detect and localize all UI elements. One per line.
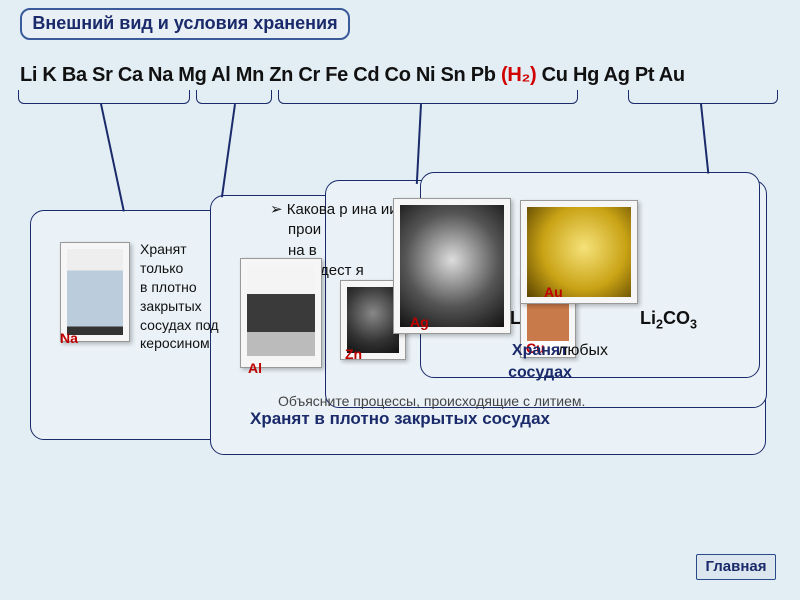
connector-2: [221, 104, 236, 197]
photo-au: [520, 200, 638, 304]
photo-na: [60, 242, 130, 342]
bracket-group-1: [18, 90, 190, 104]
label-na: Na: [60, 330, 78, 346]
label-ag: Ag: [410, 314, 429, 330]
label-zn: Zn: [345, 346, 362, 362]
title-box: Внешний вид и условия хранения: [20, 8, 350, 40]
formula-3: Li2CO3: [640, 308, 697, 332]
connector-1: [100, 104, 124, 212]
storage-text-1: Хранят только в плотно закрытых сосудах …: [140, 240, 230, 353]
label-au: Au: [544, 284, 563, 300]
connector-3: [416, 104, 422, 184]
activity-series: Li K Ba Sr Ca Na Mg Al Mn Zn Cr Fe Cd Co…: [20, 64, 780, 87]
q2: прои сл сочек на в: [288, 220, 740, 261]
storage3-word: любых: [558, 340, 608, 362]
page-title: Внешний вид и условия хранения: [32, 13, 337, 33]
storage-text-3: Хранят сосудах: [440, 340, 640, 383]
main-button[interactable]: Главная: [696, 554, 776, 581]
storage-text-2: Хранят в плотно закрытых сосудах: [230, 408, 570, 431]
series-h2: (H₂): [501, 64, 536, 86]
bracket-group-2: [196, 90, 272, 104]
bracket-group-3: [278, 90, 578, 104]
series-part2: Cu Hg Ag Pt Au: [536, 64, 684, 86]
main-button-label: Главная: [705, 558, 766, 575]
label-al: Al: [248, 360, 262, 376]
photo-al: [240, 258, 322, 368]
series-part1: Li K Ba Sr Ca Na Mg Al Mn Zn Cr Fe Cd Co…: [20, 64, 501, 86]
bracket-group-4: [628, 90, 778, 104]
connector-4: [700, 104, 709, 174]
